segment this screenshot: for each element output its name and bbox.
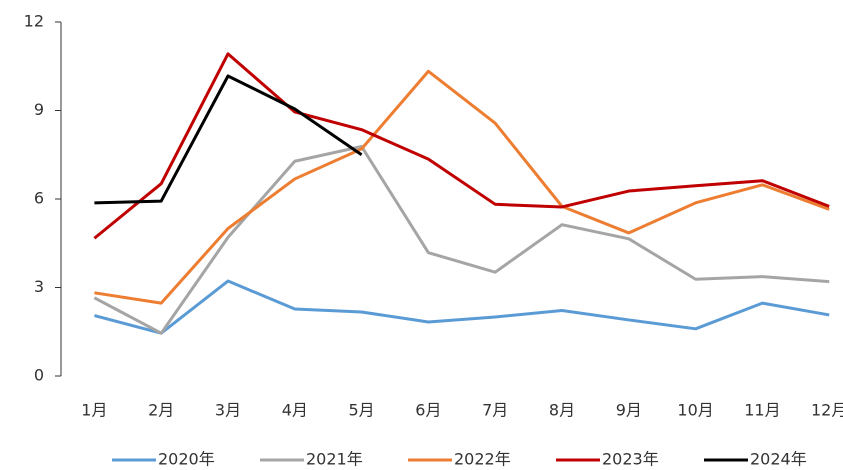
x-tick-label: 12月 (811, 401, 843, 420)
y-tick-label: 12 (24, 12, 44, 31)
x-tick-label: 2月 (148, 401, 174, 420)
series-line (93, 52, 830, 240)
x-tick-label: 6月 (415, 401, 441, 420)
x-tick-label: 10月 (677, 401, 713, 420)
x-tick-label: 4月 (282, 401, 308, 420)
x-tick-label: 7月 (482, 401, 508, 420)
x-tick-label: 3月 (215, 401, 241, 420)
legend-label: 2021年 (306, 450, 363, 469)
series-line (94, 279, 830, 335)
legend-label: 2023年 (602, 450, 659, 469)
x-tick-label: 8月 (549, 401, 575, 420)
legend-label: 2024年 (750, 450, 807, 469)
y-tick-label: 0 (34, 366, 44, 385)
y-tick-label: 9 (34, 100, 44, 119)
series-line (94, 69, 830, 305)
series-line (94, 74, 363, 205)
y-tick-label: 3 (34, 277, 44, 296)
x-tick-label: 9月 (616, 401, 642, 420)
legend-label: 2020年 (158, 450, 215, 469)
x-tick-label: 1月 (81, 401, 107, 420)
legend-label: 2022年 (454, 450, 511, 469)
x-tick-label: 11月 (744, 401, 780, 420)
x-tick-label: 5月 (349, 401, 375, 420)
series-line (93, 144, 830, 335)
y-tick-label: 6 (34, 189, 44, 208)
